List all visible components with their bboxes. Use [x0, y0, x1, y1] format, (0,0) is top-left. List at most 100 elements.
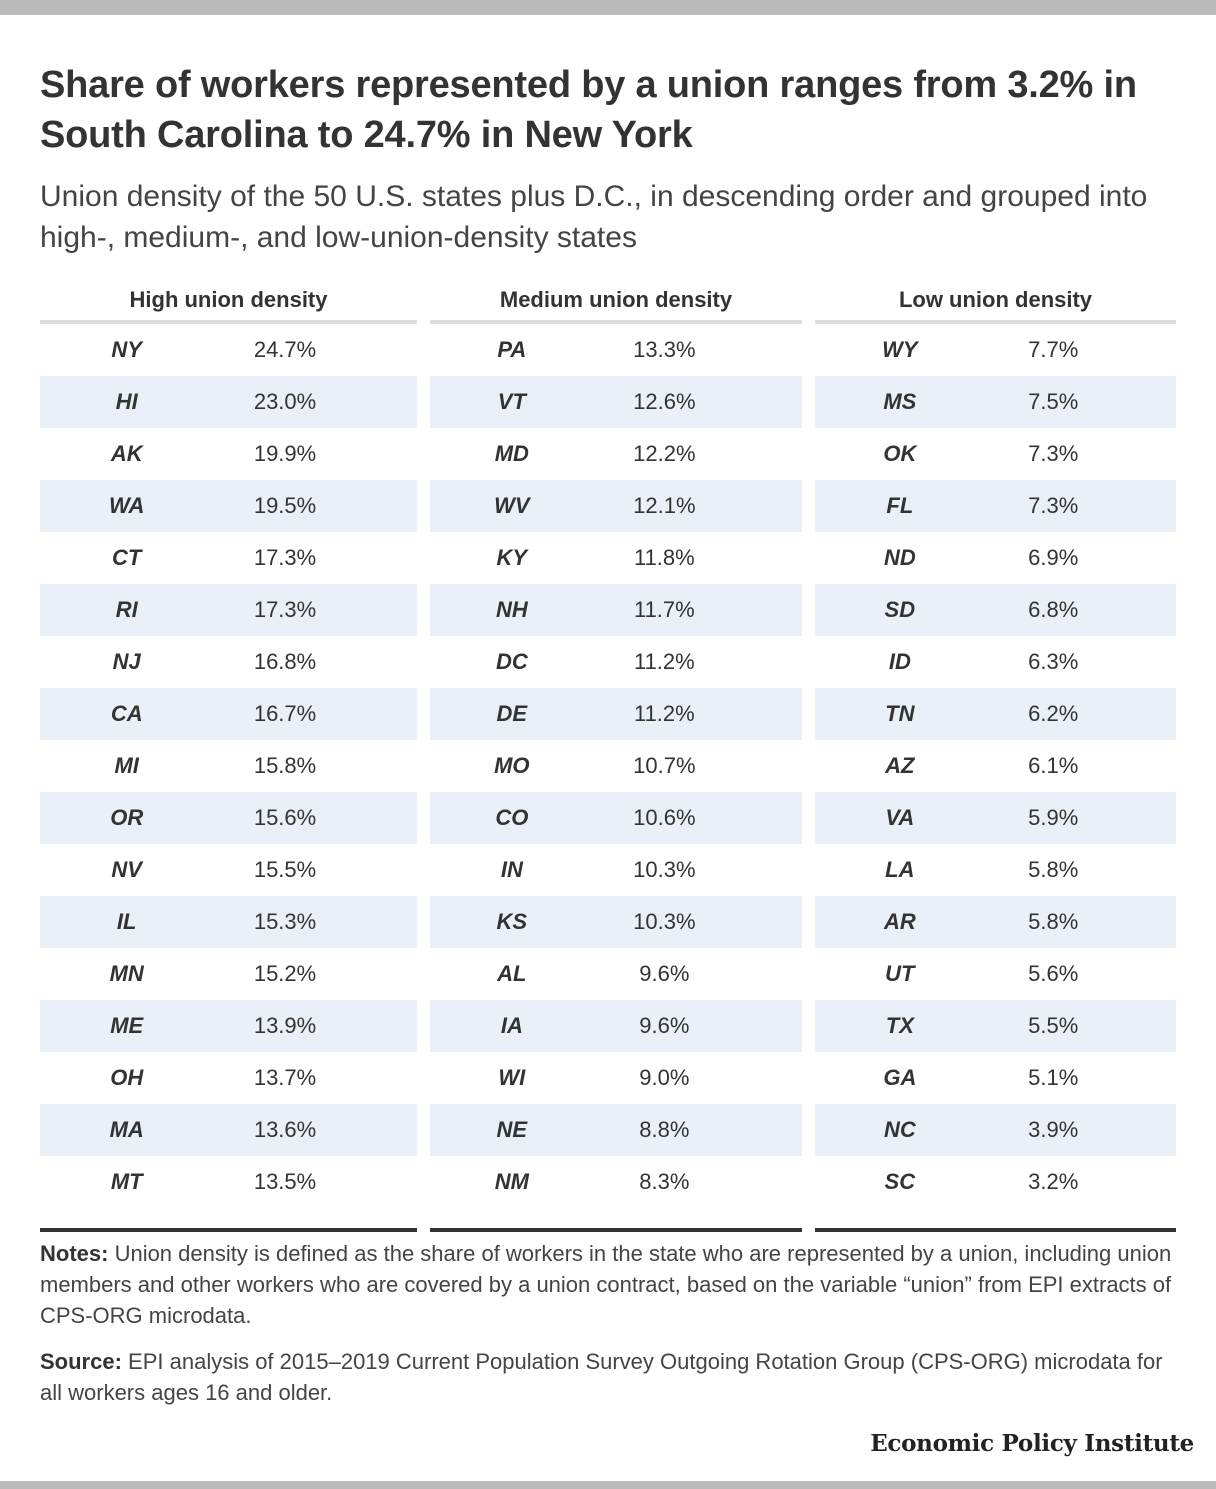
bottom-rule: [40, 1228, 417, 1232]
state-code: IA: [500, 1013, 523, 1038]
state-code: CO: [495, 805, 529, 830]
state-code: FL: [886, 493, 914, 518]
state-code: SC: [884, 1169, 916, 1194]
state-code: MD: [494, 441, 529, 466]
table-row: MA 13.6%: [40, 1104, 417, 1156]
table-row: MI 15.8%: [40, 740, 417, 792]
union-density-value: 15.6%: [253, 805, 317, 830]
group-medium-union-density: Medium union density PA 13.3% VT 12.6% MD 12.2…: [430, 282, 802, 1232]
source-text: EPI analysis of 2015–2019 Current Popula…: [40, 1349, 1163, 1405]
bottom-rule: [430, 1228, 802, 1232]
table-row: IN 10.3%: [430, 844, 802, 896]
bottom-rule: [815, 1228, 1176, 1232]
table-row: IA 9.6%: [430, 1000, 802, 1052]
table-row: WY 7.7%: [815, 324, 1176, 376]
state-code: OK: [883, 441, 917, 466]
group-high-union-density: High union density NY 24.7% HI 23.0% AK 19.9% W…: [40, 282, 417, 1232]
table-row: HI 23.0%: [40, 376, 417, 428]
state-code: UT: [885, 961, 915, 986]
union-density-value: 19.9%: [253, 441, 317, 466]
union-density-value: 7.5%: [1028, 389, 1079, 414]
state-code: IL: [116, 909, 137, 934]
state-code: DE: [496, 701, 528, 726]
state-code: KY: [496, 545, 528, 570]
state-code: GA: [883, 1065, 917, 1090]
union-density-value: 12.2%: [633, 441, 696, 466]
table-row: NY 24.7%: [40, 324, 417, 376]
union-density-value: 7.7%: [1028, 337, 1079, 362]
state-code: MS: [883, 389, 917, 414]
union-density-value: 11.2%: [633, 649, 695, 674]
state-code: ND: [883, 545, 916, 570]
union-density-value: 6.8%: [1028, 597, 1079, 622]
group-header: Low union density: [898, 287, 1093, 312]
union-density-value: 10.6%: [633, 805, 696, 830]
header-rule: [815, 320, 1176, 324]
state-code: AR: [883, 909, 916, 934]
table-row: UT 5.6%: [815, 948, 1176, 1000]
union-density-value: 7.3%: [1028, 441, 1079, 466]
union-density-value: 11.7%: [633, 597, 695, 622]
union-density-value: 5.8%: [1028, 909, 1079, 934]
state-code: DC: [495, 649, 528, 674]
state-code: MO: [494, 753, 530, 778]
table-row: SC 3.2%: [815, 1156, 1176, 1208]
state-code: WI: [498, 1065, 526, 1090]
notes-text: Union density is defined as the share of…: [40, 1241, 1172, 1328]
table-row: IL 15.3%: [40, 896, 417, 948]
state-code: NV: [111, 857, 142, 882]
union-density-value: 15.8%: [253, 753, 317, 778]
state-code: WV: [494, 493, 530, 518]
state-code: AK: [110, 441, 143, 466]
group-header: High union density: [129, 287, 328, 312]
union-density-value: 7.3%: [1028, 493, 1079, 518]
union-density-value: 3.9%: [1028, 1117, 1079, 1142]
table-row: AZ 6.1%: [815, 740, 1176, 792]
table-row: SD 6.8%: [815, 584, 1176, 636]
table-row: ID 6.3%: [815, 636, 1176, 688]
table-row: WV 12.1%: [430, 480, 802, 532]
union-density-value: 11.2%: [633, 701, 695, 726]
state-code: IN: [500, 857, 523, 882]
source-label: Source:: [40, 1349, 122, 1374]
union-density-value: 11.8%: [633, 545, 695, 570]
bottom-frame-bar: [0, 1481, 1216, 1489]
table-row: NH 11.7%: [430, 584, 802, 636]
union-density-value: 6.3%: [1028, 649, 1079, 674]
state-code: TN: [885, 701, 915, 726]
union-density-value: 8.3%: [639, 1169, 690, 1194]
state-code: VA: [885, 805, 915, 830]
table-row: KY 11.8%: [430, 532, 802, 584]
union-density-value: 5.8%: [1028, 857, 1079, 882]
union-density-value: 10.3%: [633, 857, 696, 882]
union-density-value: 6.1%: [1028, 753, 1079, 778]
state-code: KS: [496, 909, 528, 934]
state-code: WA: [108, 493, 145, 518]
table-row: MS 7.5%: [815, 376, 1176, 428]
table-row: AR 5.8%: [815, 896, 1176, 948]
union-density-value: 12.6%: [633, 389, 696, 414]
state-code: MT: [110, 1169, 143, 1194]
table-row: RI 17.3%: [40, 584, 417, 636]
table-row: OH 13.7%: [40, 1052, 417, 1104]
table-row: MO 10.7%: [430, 740, 802, 792]
epi-logo-wordmark: Economic Policy Institute: [870, 1430, 1194, 1457]
table-row: VT 12.6%: [430, 376, 802, 428]
union-density-value: 12.1%: [633, 493, 696, 518]
table-row: AK 19.9%: [40, 428, 417, 480]
state-code: NY: [111, 337, 142, 362]
union-density-value: 19.5%: [253, 493, 317, 518]
table-row: TX 5.5%: [815, 1000, 1176, 1052]
group-low-union-density: Low union density WY 7.7% MS 7.5% OK 7.3% FL 7.3…: [815, 282, 1176, 1232]
table-row: CT 17.3%: [40, 532, 417, 584]
union-density-value: 15.2%: [253, 961, 317, 986]
table-row: CO 10.6%: [430, 792, 802, 844]
union-density-value: 23.0%: [253, 389, 317, 414]
state-code: ME: [110, 1013, 144, 1038]
state-code: CA: [110, 701, 143, 726]
state-code: NE: [496, 1117, 528, 1142]
table-row: CA 16.7%: [40, 688, 417, 740]
table-row: WI 9.0%: [430, 1052, 802, 1104]
state-code: LA: [885, 857, 915, 882]
union-density-value: 6.9%: [1028, 545, 1079, 570]
